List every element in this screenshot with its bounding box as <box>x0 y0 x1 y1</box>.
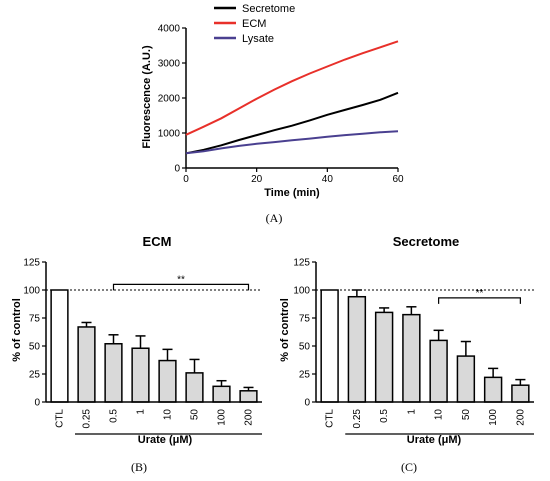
panel-b-x-tick-label: 100 <box>217 409 228 426</box>
panel-a-x-axis-title: Time (min) <box>264 187 320 199</box>
panel-b-y-tick-label: 125 <box>23 258 40 269</box>
panel-c-label: (C) <box>401 460 417 474</box>
panel-b-bar <box>104 343 123 403</box>
panel-b-significance-label: ** <box>177 274 185 285</box>
panel-b-significance-bracket <box>112 283 250 291</box>
panel-b-bar <box>239 390 258 403</box>
panel-b-y-tick-label: 100 <box>23 286 40 297</box>
panel-b-bar <box>158 359 177 403</box>
panel-a-x-tick-label: 0 <box>183 174 189 185</box>
panel-c-y-axis-title: % of control <box>279 298 291 362</box>
panel-a-legend: Secretome ECM Lysate <box>214 3 295 45</box>
panel-c-x-tick-label: 200 <box>515 409 526 426</box>
panel-c-significance-bracket <box>438 297 521 304</box>
panel-c-x-tick-label: 0.25 <box>352 409 363 429</box>
panel-b-bar <box>77 326 96 403</box>
panel-c-x-tick-label: 100 <box>488 409 499 426</box>
panel-c-bar <box>402 313 421 403</box>
panel-c-y-tick-label: 0 <box>304 398 310 409</box>
panel-b-bar <box>185 372 204 403</box>
panel-c-x-axis-title: Urate (μM) <box>407 434 462 446</box>
panel-b-y-axis-title: % of control <box>11 298 23 362</box>
panel-c-bar <box>456 355 476 403</box>
panel-c-y-tick-label: 100 <box>293 286 310 297</box>
panel-b-x-tick-label: 50 <box>190 409 201 421</box>
panel-c-x-tick-label: 1 <box>406 409 417 415</box>
panel-c-x-tick-label: 50 <box>461 409 472 421</box>
panel-a-series-line-ecm <box>185 40 399 136</box>
panel-b-x-tick-label: 1 <box>136 409 147 415</box>
panel-a-y-axis-title: Fluorescence (A.U.) <box>141 45 153 149</box>
panel-b-x-tick-label: 0.25 <box>82 409 93 429</box>
panel-c-significance-label: ** <box>476 288 484 299</box>
panel-b-plot: CTL 0.25 0.5 1 10 50 100 200 0 25 50 75 100 125 ** <box>23 258 262 435</box>
panel-a-x-tick-label: 40 <box>322 174 334 185</box>
panel-a-series <box>185 40 399 155</box>
panel-b-bar <box>131 347 150 403</box>
panel-a-y-tick-label: 1000 <box>158 129 181 140</box>
panel-c-bar <box>511 384 530 403</box>
panel-b-y-tick-label: 75 <box>29 314 41 325</box>
panel-b-x-tick-label: CTL <box>55 409 66 428</box>
panel-c-bar <box>374 311 394 403</box>
panel-a-legend-label-lysate: Lysate <box>242 33 274 45</box>
panel-b-title: ECM <box>143 234 172 249</box>
panel-b-bar <box>50 289 69 403</box>
panel-c-bar-chart: Secretome % of control CTL 0.25 0.5 1 10 50 10… <box>279 234 534 474</box>
panel-c-x-tick-label: CTL <box>325 409 336 428</box>
panel-c-title: Secretome <box>393 234 459 249</box>
panel-b-x-tick-label: 0.5 <box>109 409 120 423</box>
panel-a-axes: 0 1000 2000 3000 4000 0 20 40 60 <box>158 24 404 186</box>
panel-c-y-tick-label: 125 <box>293 258 310 269</box>
panel-c-bar <box>320 289 339 403</box>
panel-c-x-tick-label: 0.5 <box>379 409 390 423</box>
panel-b-bar-chart: ECM % of control CTL 0.25 0.5 1 10 50 100 200 0 2… <box>11 234 262 474</box>
panel-b-y-tick-label: 0 <box>34 398 40 409</box>
panel-a-series-line-secretome <box>185 91 399 155</box>
panel-c-y-tick-label: 75 <box>299 314 311 325</box>
panel-a-y-tick-label: 2000 <box>158 94 181 105</box>
panel-a-y-tick-label: 0 <box>174 164 180 175</box>
panel-c-bar <box>347 295 367 403</box>
panel-b-y-tick-label: 50 <box>29 342 41 353</box>
panel-a-x-tick-label: 20 <box>251 174 263 185</box>
panel-b-bar <box>212 385 231 403</box>
panel-a-line-chart: 0 1000 2000 3000 4000 0 20 40 60 Secretome ECM Lys… <box>141 3 404 225</box>
panel-b-x-tick-label: 200 <box>244 409 255 426</box>
panel-b-x-tick-label: 10 <box>163 409 174 421</box>
panel-a-legend-label-secretome: Secretome <box>242 3 295 15</box>
panel-b-label: (B) <box>131 460 147 474</box>
panel-b-x-axis-title: Urate (μM) <box>138 434 193 446</box>
panel-a-label: (A) <box>266 211 283 225</box>
panel-a-legend-label-ecm: ECM <box>242 18 266 30</box>
panel-c-bar <box>429 339 448 403</box>
panel-c-bar <box>483 376 503 403</box>
panel-b-y-tick-label: 25 <box>29 370 41 381</box>
panel-c-plot: CTL 0.25 0.5 1 10 50 100 200 0 25 50 75 100 125 ** <box>293 258 534 435</box>
panel-a-x-tick-label: 60 <box>392 174 404 185</box>
panel-c-y-tick-label: 50 <box>299 342 311 353</box>
panel-c-x-tick-label: 10 <box>434 409 445 421</box>
panel-c-y-tick-label: 25 <box>299 370 311 381</box>
panel-a-y-tick-label: 3000 <box>158 59 181 70</box>
panel-a-series-line-lysate <box>185 130 399 155</box>
panel-a-y-tick-label: 4000 <box>158 24 181 35</box>
